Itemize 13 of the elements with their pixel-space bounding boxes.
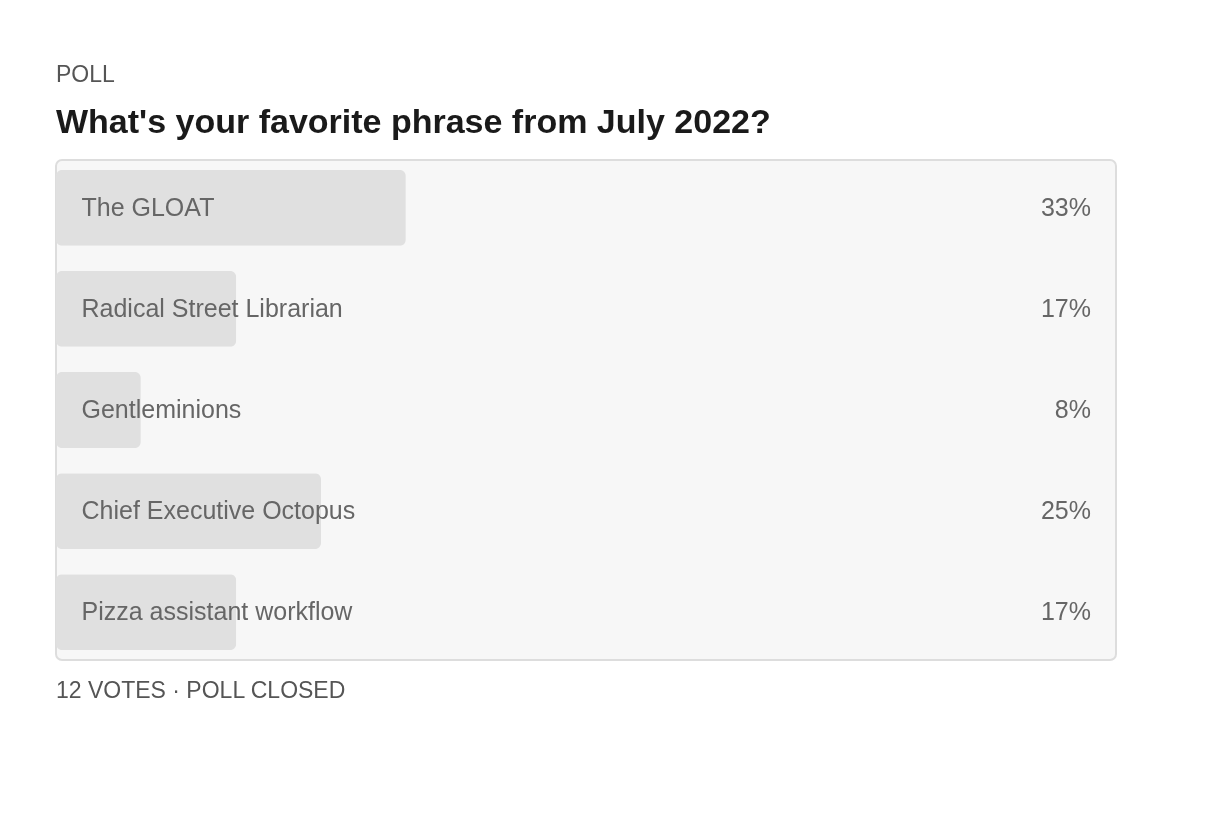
chart-title: What's your favorite phrase from July 2022? [56,102,771,140]
y-tick-label: Radical Street Librarian [81,293,343,322]
data-label: 17% [1040,293,1091,322]
text: 12 VOTES · POLL CLOSED [56,677,346,703]
y-tick-label: Gentleminions [81,395,242,423]
text: POLL [56,61,116,87]
y-tick-label: The GLOAT [81,192,215,221]
y-tick-label: Chief Executive Octopus [81,496,356,525]
data-label: 8% [1054,395,1091,423]
y-tick-label: Pizza assistant workflow [81,597,354,626]
data-label: 17% [1040,597,1091,626]
data-label: 25% [1040,496,1091,525]
data-label: 33% [1040,192,1091,221]
